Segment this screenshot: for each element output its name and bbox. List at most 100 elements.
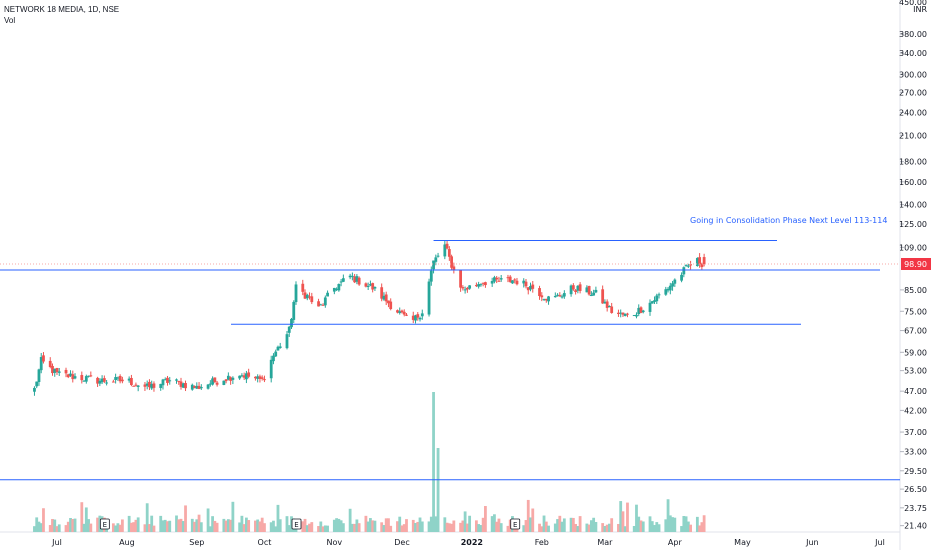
candle-body xyxy=(380,287,384,299)
candle xyxy=(245,370,248,384)
volume-bar xyxy=(366,521,370,532)
volume-bar xyxy=(655,522,659,532)
candle-body xyxy=(242,375,246,378)
candle-body xyxy=(589,294,593,297)
volume-bar xyxy=(418,517,422,532)
volume-bar xyxy=(163,519,167,532)
volume-bar xyxy=(184,505,187,532)
candle-body xyxy=(301,283,305,292)
candle-body xyxy=(132,385,136,387)
volume-bar xyxy=(305,525,309,532)
volume-bar xyxy=(608,523,611,532)
volume-bar xyxy=(256,519,260,532)
volume-bar xyxy=(319,521,323,532)
volume-bar xyxy=(57,524,61,532)
volume-bar xyxy=(617,523,620,532)
candle-body xyxy=(127,378,131,381)
candle-body xyxy=(497,280,501,282)
volume-bar xyxy=(254,520,257,532)
candle xyxy=(193,385,196,389)
candle-body xyxy=(80,375,84,381)
candle xyxy=(321,303,325,306)
candle-body xyxy=(477,284,481,287)
candle-body xyxy=(287,326,291,333)
volume-bar xyxy=(199,522,203,532)
candle-body xyxy=(195,385,199,389)
volume-bar xyxy=(35,517,39,532)
candle-body xyxy=(118,375,122,382)
volume-bar xyxy=(680,526,683,532)
volume-bar xyxy=(247,520,251,532)
time-tick-label: Jun xyxy=(805,538,819,547)
candle-body xyxy=(668,285,672,291)
candle xyxy=(574,289,578,295)
candle xyxy=(626,312,629,318)
volume-bar xyxy=(161,520,165,532)
candle xyxy=(166,375,169,386)
volume-bar xyxy=(53,519,57,532)
candle xyxy=(355,274,359,285)
volume-bar xyxy=(132,522,136,532)
candle xyxy=(114,373,118,384)
candle xyxy=(447,246,451,261)
candle xyxy=(698,253,702,268)
volume-bar xyxy=(477,524,481,532)
candle-body xyxy=(429,270,433,282)
price-tick-label: 109.00 xyxy=(899,243,927,252)
volume-bar xyxy=(116,523,120,532)
volume-bar xyxy=(529,517,532,532)
volume-bar xyxy=(197,514,201,532)
candle xyxy=(100,375,104,385)
candle xyxy=(303,289,307,300)
volume-bar xyxy=(152,525,156,532)
candle xyxy=(96,376,99,387)
candle xyxy=(578,282,582,294)
candle-body xyxy=(702,257,706,264)
candle xyxy=(152,381,156,392)
volume-bar xyxy=(143,524,147,532)
candle-body xyxy=(213,377,217,382)
candle-body xyxy=(506,277,510,279)
volume-bar xyxy=(589,520,593,532)
candle-body xyxy=(531,284,535,289)
candle xyxy=(242,372,246,380)
earnings-marker-box xyxy=(99,518,110,530)
volume-bar xyxy=(179,518,183,532)
candle xyxy=(538,285,541,300)
volume-bar xyxy=(96,517,99,532)
candle-body xyxy=(542,298,546,300)
candle-body xyxy=(245,373,248,380)
candle-body xyxy=(526,287,530,291)
volume-bar xyxy=(619,501,623,532)
candle-body xyxy=(594,289,598,293)
candle-body xyxy=(427,281,431,315)
volume-bar xyxy=(594,521,598,532)
candle-body xyxy=(499,278,503,280)
candle-body xyxy=(468,285,472,289)
volume-bar xyxy=(111,523,115,532)
earnings-event-marker: E xyxy=(291,518,302,530)
volume-bar xyxy=(80,502,84,532)
candle xyxy=(468,285,472,290)
candle-body xyxy=(684,265,688,267)
candle xyxy=(553,292,557,298)
candle xyxy=(700,262,704,270)
candle-body xyxy=(382,295,386,300)
candle-body xyxy=(405,314,408,316)
candle xyxy=(274,349,278,357)
volume-bar xyxy=(341,523,345,532)
candle xyxy=(163,377,167,381)
candle-body xyxy=(569,285,573,295)
price-tick-label: 125.00 xyxy=(899,220,927,229)
volume-bar xyxy=(585,523,589,532)
candle-body xyxy=(671,283,674,287)
candle xyxy=(226,372,230,381)
candle xyxy=(560,294,564,299)
volume-bar xyxy=(429,516,433,532)
candle-body xyxy=(465,287,469,290)
price-tick-label: 210.00 xyxy=(899,131,927,140)
candle-body xyxy=(190,384,194,390)
candle-body xyxy=(272,355,275,362)
candle-body xyxy=(33,387,36,392)
